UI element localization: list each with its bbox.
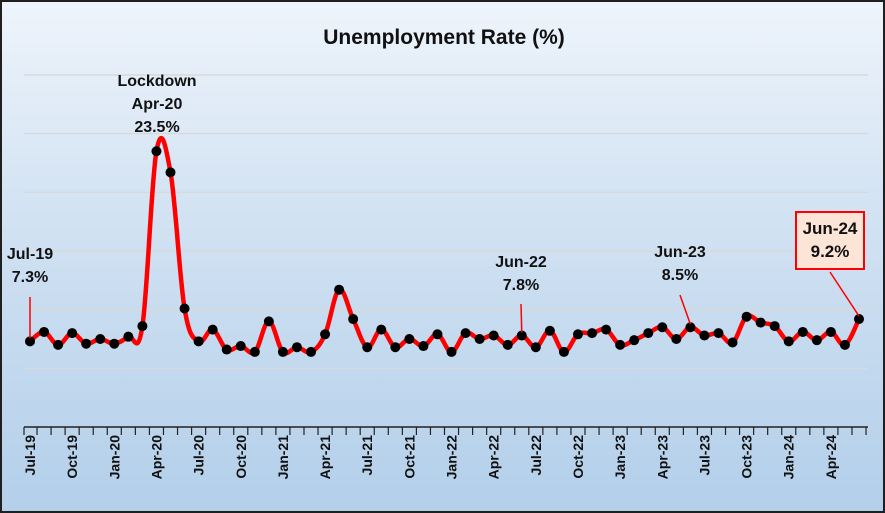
x-tick-label: Jan-24: [781, 435, 797, 480]
data-point: [109, 338, 120, 349]
data-point: [277, 346, 288, 357]
x-tick-label: Oct-20: [233, 435, 249, 479]
data-point: [446, 346, 457, 357]
x-tick-label: Oct-23: [739, 435, 755, 479]
data-point: [685, 322, 696, 333]
x-tick-label: Apr-23: [654, 435, 670, 480]
data-point: [291, 342, 302, 353]
annotation-label: 9.2%: [811, 242, 850, 261]
data-point: [629, 335, 640, 346]
data-point: [362, 342, 373, 353]
data-point: [249, 346, 260, 357]
data-point: [643, 328, 654, 339]
data-point: [558, 346, 569, 357]
annotation-box: [795, 211, 865, 270]
x-tick-label: Oct-22: [570, 435, 586, 479]
annotation-label: Jun-24: [803, 219, 858, 238]
data-point: [587, 328, 598, 339]
x-tick-label: Apr-22: [486, 435, 502, 480]
x-tick-label: Jul-23: [696, 435, 712, 476]
data-point: [854, 314, 864, 325]
data-point: [502, 339, 513, 350]
x-tick-label: Jul-21: [359, 435, 375, 476]
x-tick-label: Apr-24: [823, 435, 839, 480]
x-tick-label: Jul-22: [528, 435, 544, 476]
annotation-label: 7.3%: [12, 269, 48, 286]
data-point: [376, 324, 387, 335]
data-point: [432, 329, 443, 340]
x-tick-label: Apr-20: [148, 435, 164, 480]
data-point: [151, 146, 162, 157]
data-point: [334, 284, 345, 295]
x-tick-label: Jul-19: [22, 435, 38, 476]
data-point: [320, 329, 331, 340]
x-tick-label: Jan-21: [275, 435, 291, 480]
data-point: [530, 342, 541, 353]
data-point: [741, 311, 752, 322]
data-point: [207, 324, 218, 335]
data-point: [306, 346, 317, 357]
data-point: [797, 326, 808, 337]
annotation-leader-line: [520, 303, 523, 333]
annotation-leader-line: [679, 294, 692, 325]
data-point: [221, 344, 232, 355]
data-point: [263, 316, 274, 327]
data-point: [39, 326, 50, 337]
series-line: [28, 135, 862, 356]
data-point: [699, 330, 710, 341]
data-point: [81, 338, 92, 349]
data-point: [25, 336, 35, 347]
data-point: [123, 331, 134, 342]
x-tick-label: Jan-22: [444, 435, 460, 480]
x-tick-label: Oct-21: [401, 435, 417, 479]
data-point: [727, 337, 738, 348]
data-point: [165, 167, 176, 178]
data-point: [348, 314, 359, 325]
data-point: [95, 334, 106, 344]
annotation-label: Lockdown: [117, 73, 196, 90]
chart-title: Unemployment Rate (%): [323, 26, 565, 49]
data-point: [615, 339, 626, 350]
data-point: [390, 342, 401, 353]
annotation-label: Jun-22: [495, 254, 547, 271]
data-point: [474, 334, 485, 344]
x-tick-label: Jan-20: [106, 435, 122, 480]
annotation-label: Jun-23: [654, 244, 706, 261]
data-point: [769, 321, 780, 332]
data-point: [418, 341, 429, 352]
data-point: [572, 329, 583, 340]
data-point: [488, 330, 499, 341]
data-point: [657, 322, 668, 333]
data-point: [179, 303, 190, 314]
data-point: [755, 317, 766, 328]
data-point: [601, 324, 612, 335]
annotation-label: 23.5%: [134, 119, 179, 136]
data-point: [811, 335, 822, 346]
data-point: [783, 336, 794, 347]
x-tick-label: Oct-19: [64, 435, 80, 479]
annotation-leader-line: [829, 271, 860, 317]
data-point: [671, 334, 682, 344]
data-point: [825, 326, 836, 337]
x-tick-label: Apr-21: [317, 435, 333, 480]
x-tick-label: Jan-23: [612, 435, 628, 480]
data-point: [404, 334, 415, 344]
data-point: [193, 336, 204, 347]
annotation-label: 8.5%: [662, 267, 698, 284]
annotation-label: 7.8%: [503, 277, 539, 294]
x-tick-label: Jul-20: [191, 435, 207, 476]
data-point: [137, 321, 148, 332]
data-point: [544, 325, 555, 336]
data-point: [235, 341, 246, 352]
annotation-label: Jul-19: [7, 246, 53, 263]
data-point: [713, 328, 724, 339]
data-point: [839, 339, 850, 350]
data-point: [460, 328, 471, 339]
data-point: [67, 328, 78, 339]
data-point: [53, 339, 64, 350]
data-point: [516, 330, 527, 341]
annotation-label: Apr-20: [132, 96, 183, 113]
